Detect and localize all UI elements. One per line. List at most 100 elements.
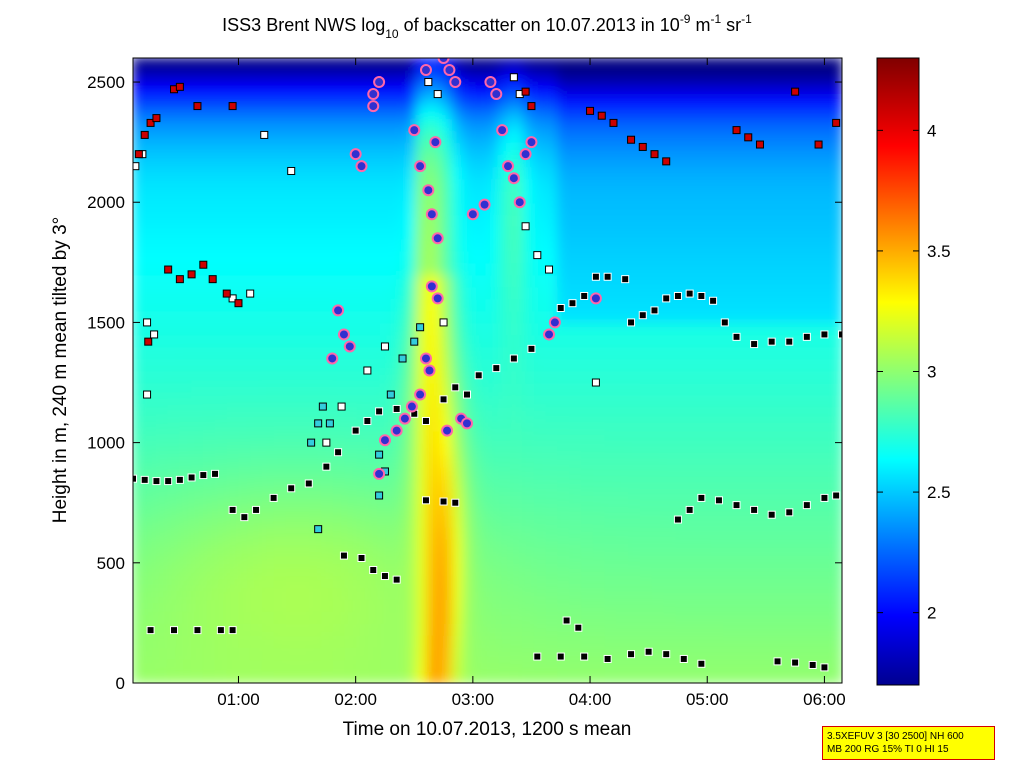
heatmap-cell <box>439 117 454 132</box>
heatmap-cell <box>616 501 631 516</box>
heatmap-cell <box>651 549 666 564</box>
heatmap-cell <box>557 117 572 132</box>
heatmap-cell <box>297 58 312 72</box>
heatmap-cell <box>711 669 725 683</box>
heatmap-cell <box>675 93 690 108</box>
heatmap-cell <box>273 501 288 516</box>
heatmap-cell <box>628 105 643 120</box>
heatmap-cell <box>805 285 820 300</box>
heatmap-cell <box>332 669 347 683</box>
heatmap-cell <box>569 321 584 336</box>
heatmap-cell <box>746 69 761 84</box>
heatmap-cell <box>486 501 501 516</box>
heatmap-cell <box>604 513 619 528</box>
heatmap-cell <box>711 189 725 204</box>
heatmap-cell <box>781 58 796 72</box>
heatmap-cell <box>391 321 406 336</box>
heatmap-cell <box>462 645 477 660</box>
heatmap-cell <box>403 489 418 504</box>
heatmap-cell <box>273 141 288 156</box>
heatmap-cell <box>297 573 312 588</box>
heatmap-cell <box>675 561 690 576</box>
heatmap-cell <box>179 237 194 252</box>
heatmap-cell <box>261 561 276 576</box>
heatmap-cell <box>250 81 264 96</box>
heatmap-cell <box>604 69 619 84</box>
heatmap-cell <box>604 93 619 108</box>
heatmap-cell <box>332 213 347 228</box>
heatmap-cell <box>628 369 643 384</box>
black-square-marker <box>369 566 378 575</box>
heatmap-cell <box>380 609 394 624</box>
heatmap-cell <box>604 189 619 204</box>
heatmap-cell <box>191 645 205 660</box>
heatmap-cell <box>521 357 536 372</box>
heatmap-cell <box>356 669 371 683</box>
heatmap-cell <box>486 465 501 480</box>
heatmap-cell <box>545 177 560 192</box>
heatmap-cell <box>226 141 241 156</box>
heatmap-cell <box>273 285 288 300</box>
heatmap-cell <box>829 369 842 384</box>
chart-title: ISS3 Brent NWS log10 of backscatter on 1… <box>222 12 752 41</box>
heatmap-cell <box>581 513 595 528</box>
heatmap-cell <box>592 609 607 624</box>
heatmap-cell <box>285 201 300 216</box>
heatmap-cell <box>746 537 761 552</box>
heatmap-cell <box>770 633 784 648</box>
heatmap-cell <box>781 621 796 636</box>
heatmap-cell <box>498 81 513 96</box>
heatmap-cell <box>191 213 205 228</box>
heatmap-cell <box>261 405 276 420</box>
heatmap-cell <box>770 309 784 324</box>
heatmap-cell <box>155 417 170 432</box>
heatmap-cell <box>321 525 335 540</box>
heatmap-cell <box>403 621 418 636</box>
x-tick-label: 01:00 <box>217 690 260 709</box>
heatmap-cell <box>179 453 194 468</box>
heatmap-cell <box>143 369 158 384</box>
y-tick-label: 0 <box>116 674 125 693</box>
heatmap-cell <box>285 429 300 444</box>
heatmap-cell <box>344 597 359 612</box>
heatmap-cell <box>202 489 217 504</box>
red-square-marker <box>627 135 636 144</box>
heatmap-cell <box>628 249 643 264</box>
heatmap-cell <box>297 669 312 683</box>
heatmap-cell <box>640 153 654 168</box>
heatmap-cell <box>356 405 371 420</box>
heatmap-cell <box>451 597 465 612</box>
black-square-marker <box>802 501 811 510</box>
heatmap-cell <box>462 237 477 252</box>
heatmap-cell <box>817 501 832 516</box>
heatmap-cell <box>829 345 842 360</box>
y-tick-label: 1500 <box>87 313 125 332</box>
heatmap-cell <box>616 549 631 564</box>
heatmap-cell <box>592 201 607 216</box>
black-square-marker <box>228 505 237 514</box>
heatmap-cell <box>486 141 501 156</box>
heatmap-cell <box>415 513 430 528</box>
heatmap-cell <box>663 117 678 132</box>
heatmap-cell <box>569 285 584 300</box>
heatmap-cell <box>498 513 513 528</box>
heatmap-cell <box>758 489 773 504</box>
heatmap-cell <box>486 549 501 564</box>
heatmap-cell <box>391 633 406 648</box>
heatmap-cell <box>321 237 335 252</box>
heatmap-cell <box>545 201 560 216</box>
heatmap-cell <box>569 561 584 576</box>
heatmap-cell <box>557 201 572 216</box>
heatmap-cell <box>238 585 253 600</box>
black-square-marker <box>697 493 706 502</box>
heatmap-cell <box>474 357 489 372</box>
heatmap-cell <box>380 405 394 420</box>
heatmap-cell <box>439 525 454 540</box>
heatmap-cell <box>569 93 584 108</box>
heatmap-cell <box>297 525 312 540</box>
heatmap-cell <box>368 225 383 240</box>
heatmap-cell <box>451 477 465 492</box>
heatmap-cell <box>805 189 820 204</box>
heatmap-cell <box>781 525 796 540</box>
heatmap-cell <box>321 261 335 276</box>
